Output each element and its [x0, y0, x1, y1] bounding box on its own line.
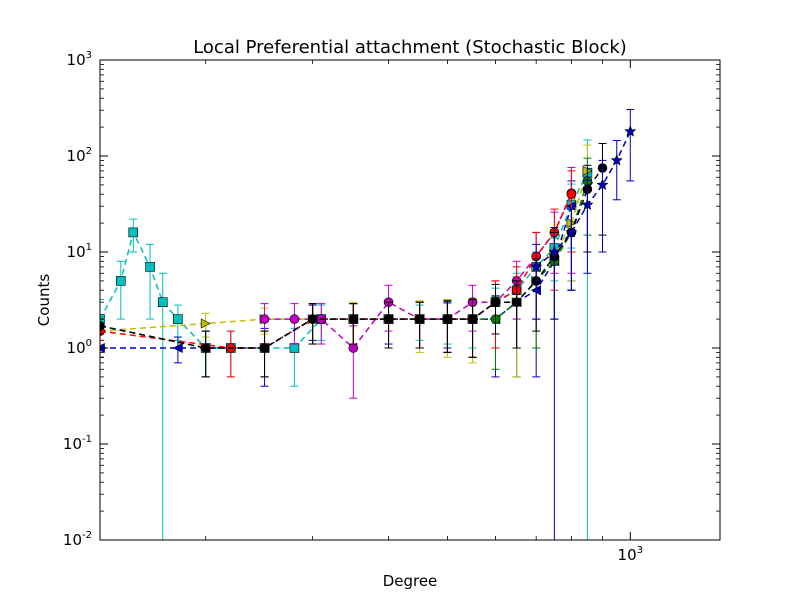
data-point — [624, 125, 637, 137]
data-point — [259, 314, 270, 324]
x-tick-label: 103 — [618, 545, 643, 564]
data-point — [467, 314, 478, 324]
data-point — [414, 314, 425, 324]
data-point — [145, 262, 155, 272]
data-point — [383, 314, 394, 324]
data-point — [200, 318, 211, 329]
data-point — [348, 343, 359, 353]
axis-ticks: 10-2 10-1 100 101 102 103 103 — [63, 50, 720, 564]
plot-frame — [99, 59, 721, 541]
data-point — [566, 189, 577, 200]
y-tick-label: 103 — [67, 50, 92, 69]
data-point — [172, 343, 183, 353]
data-point — [289, 343, 300, 353]
data-point — [307, 314, 318, 324]
y-tick-label: 10-2 — [63, 530, 92, 549]
data-point — [565, 226, 578, 238]
data-point — [200, 343, 211, 353]
data-point — [581, 198, 594, 210]
data-point — [348, 314, 359, 324]
data-point — [116, 276, 126, 286]
data-point — [490, 297, 501, 307]
data-point — [442, 314, 453, 324]
data-point — [548, 245, 561, 258]
data-point — [610, 154, 623, 166]
y-axis-label: Counts — [35, 274, 53, 327]
x-axis-label: Degree — [383, 572, 438, 590]
data-point — [173, 314, 183, 324]
y-tick-label: 10-1 — [63, 434, 92, 453]
data-point — [157, 297, 168, 307]
data-point — [289, 314, 300, 324]
data-point — [128, 227, 139, 238]
y-tick-label: 101 — [67, 242, 92, 261]
chart-title: Local Preferential attachment (Stochasti… — [193, 37, 627, 58]
data-point — [511, 297, 522, 307]
data-point — [259, 343, 270, 353]
series-layer — [100, 109, 637, 540]
data-point — [530, 260, 543, 272]
data-point — [100, 321, 105, 331]
series-line — [100, 167, 604, 349]
series-8 — [530, 109, 637, 320]
series-line — [100, 172, 589, 349]
series-line — [100, 205, 573, 349]
y-tick-label: 100 — [67, 338, 92, 357]
data-point — [596, 178, 609, 190]
y-tick-label: 102 — [67, 146, 92, 165]
plot-content — [100, 109, 637, 540]
